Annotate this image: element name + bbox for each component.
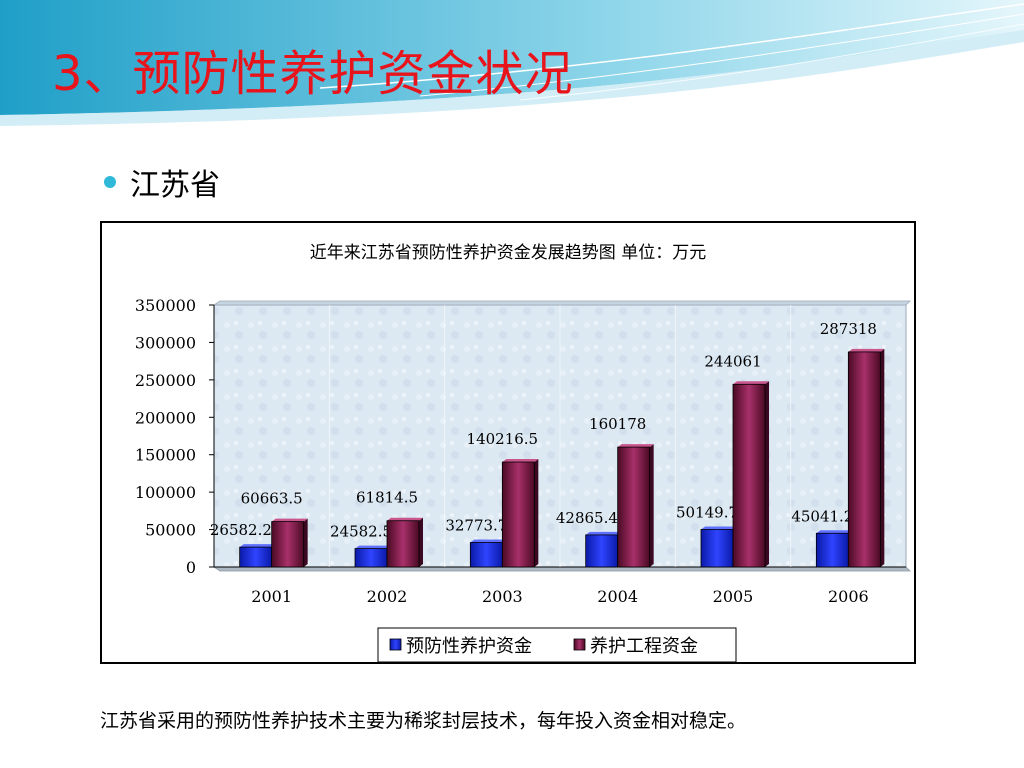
bar-top bbox=[816, 530, 853, 534]
footnote: 江苏省采用的预防性养护技术主要为稀浆封层技术，每年投入资金相对稳定。 bbox=[100, 710, 747, 732]
slide-title: 3、预防性养护资金状况 bbox=[52, 46, 574, 102]
data-label: 160178 bbox=[589, 415, 646, 433]
bar bbox=[354, 548, 388, 568]
y-tick-label: 150000 bbox=[135, 446, 196, 465]
bar-top bbox=[585, 531, 622, 535]
x-tick-label: 2004 bbox=[597, 587, 638, 606]
legend-swatch bbox=[389, 638, 402, 651]
bar bbox=[732, 383, 766, 568]
bullet-item: 江苏省 bbox=[104, 162, 220, 203]
bar-top bbox=[502, 459, 539, 463]
bar bbox=[700, 529, 734, 568]
y-tick-label: 250000 bbox=[135, 371, 196, 390]
y-tick-label: 50000 bbox=[145, 521, 196, 540]
x-tick-label: 2006 bbox=[828, 587, 869, 606]
data-label: 24582.5 bbox=[330, 523, 392, 541]
data-label: 26582.25 bbox=[210, 521, 282, 539]
bar bbox=[271, 521, 305, 568]
bar-top bbox=[617, 444, 654, 448]
bar-side bbox=[765, 381, 769, 567]
bar bbox=[469, 542, 503, 568]
bullet-text: 江苏省 bbox=[130, 168, 220, 203]
data-label: 50149.7 bbox=[676, 503, 738, 521]
y-tick-label: 0 bbox=[186, 558, 196, 577]
legend-box bbox=[377, 627, 737, 662]
y-tick-label: 200000 bbox=[135, 408, 196, 427]
plot-floor bbox=[212, 566, 911, 572]
header-decoration bbox=[0, 0, 1024, 126]
bar-top bbox=[470, 539, 507, 543]
x-tick-label: 2005 bbox=[713, 587, 754, 606]
bar-top bbox=[271, 518, 308, 522]
data-label: 140216.5 bbox=[467, 430, 539, 448]
bar bbox=[847, 351, 881, 568]
bar-side bbox=[880, 348, 885, 567]
bar-top bbox=[239, 544, 276, 548]
data-label: 60663.5 bbox=[241, 490, 303, 508]
bar bbox=[386, 520, 420, 568]
x-tick-label: 2001 bbox=[251, 587, 292, 606]
bar-top bbox=[701, 526, 737, 530]
bar-side bbox=[419, 517, 423, 567]
bar bbox=[585, 534, 619, 568]
bar bbox=[501, 461, 535, 568]
x-tick-label: 2003 bbox=[482, 587, 523, 606]
data-label: 61814.5 bbox=[356, 489, 418, 507]
legend-label: 预防性养护资金 bbox=[406, 636, 532, 657]
chart-frame: 近年来江苏省预防性养护资金发展趋势图 单位：万元 0 50000 100000 1500… bbox=[100, 221, 916, 664]
data-label: 287318 bbox=[820, 320, 877, 338]
data-label: 42865.45 bbox=[556, 509, 628, 527]
bar-side bbox=[649, 444, 654, 567]
bar-top bbox=[387, 517, 423, 521]
data-label: 244061 bbox=[704, 352, 761, 370]
bar-chart: 近年来江苏省预防性养护资金发展趋势图 单位：万元 0 50000 100000 1500… bbox=[135, 243, 911, 662]
chart-title: 近年来江苏省预防性养护资金发展趋势图 单位：万元 bbox=[310, 243, 706, 263]
data-label: 45041.2 bbox=[791, 507, 853, 525]
bullet-dot-icon bbox=[104, 176, 116, 188]
y-tick-label: 350000 bbox=[135, 296, 196, 315]
bar bbox=[617, 446, 651, 568]
data-label: 32773.7 bbox=[445, 516, 507, 534]
x-tick-label: 2002 bbox=[367, 587, 408, 606]
bar-top bbox=[733, 381, 769, 385]
bar-side bbox=[534, 459, 539, 567]
bar bbox=[239, 546, 273, 568]
y-tick-label: 100000 bbox=[135, 483, 196, 502]
bar-top bbox=[355, 545, 391, 549]
bar bbox=[815, 532, 849, 568]
bar-top bbox=[848, 348, 885, 352]
y-tick-label: 300000 bbox=[135, 333, 196, 352]
legend-swatch bbox=[573, 638, 586, 651]
legend-label: 养护工程资金 bbox=[590, 636, 698, 657]
bar-side bbox=[303, 518, 308, 567]
plot-top-wall bbox=[212, 300, 911, 306]
